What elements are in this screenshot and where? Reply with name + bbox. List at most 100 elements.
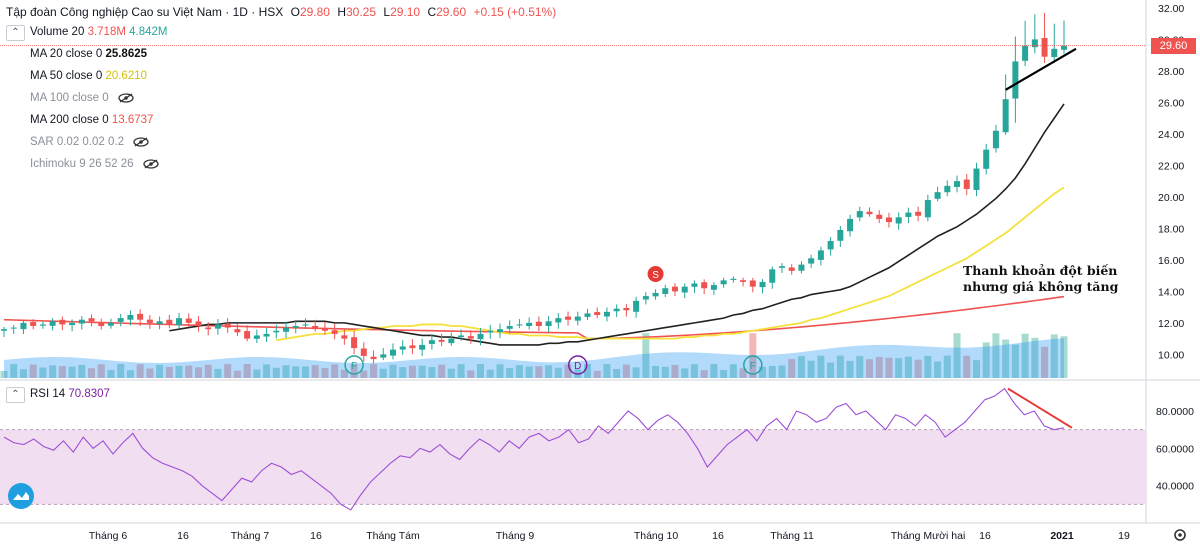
- volume-bar: [768, 366, 776, 378]
- candle-body: [652, 292, 659, 297]
- gear-ring: [1174, 529, 1186, 541]
- hidden-eye-icon[interactable]: [133, 137, 149, 147]
- split-marker-label: S: [652, 270, 659, 281]
- candle-body: [292, 326, 299, 328]
- candle-body: [506, 326, 513, 329]
- volume-bar: [214, 368, 222, 378]
- candle-body: [1031, 39, 1038, 48]
- candle-body: [127, 315, 134, 320]
- candle-body: [924, 200, 931, 218]
- indicator-label: MA 50 close 0: [30, 70, 103, 82]
- indicator-ichimoku[interactable]: Ichimoku 9 26 52 26: [30, 158, 159, 170]
- time-tick-label: Tháng Tám: [366, 530, 420, 542]
- candle-body: [973, 168, 980, 190]
- candle-body: [78, 319, 85, 324]
- candle-body: [146, 319, 153, 323]
- volume-bar: [613, 369, 621, 378]
- time-tick-label: Tháng 10: [634, 530, 679, 542]
- indicator-ma200[interactable]: MA 200 close 0 13.6737: [30, 114, 153, 126]
- indicator-sar[interactable]: SAR 0.02 0.02 0.2: [30, 136, 149, 148]
- volume-bar: [10, 364, 18, 378]
- volume-bar: [729, 364, 737, 378]
- volume-bar: [438, 364, 446, 378]
- volume-bar: [1060, 336, 1068, 378]
- candle-body: [545, 321, 552, 327]
- candle-body: [341, 335, 348, 339]
- candle-body: [623, 308, 630, 311]
- candle-body: [808, 258, 815, 264]
- price-tick-label: 32.00: [1158, 3, 1184, 15]
- annotation-text: Thanh khoản đột biến nhưng giá không tăn…: [963, 263, 1118, 295]
- volume-bar: [885, 357, 893, 378]
- price-tick-label: 28.00: [1158, 66, 1184, 78]
- high-value: 30.25: [346, 5, 377, 19]
- rsi-divergence-trendline: [1007, 387, 1073, 429]
- candle-body: [594, 312, 601, 315]
- volume-bar: [49, 365, 57, 378]
- hidden-eye-icon[interactable]: [143, 159, 159, 169]
- time-tick-label: 19: [1118, 530, 1130, 542]
- indicator-ma50[interactable]: MA 50 close 0 20.6210: [30, 70, 147, 82]
- volume-bar: [1031, 337, 1039, 378]
- candle-body: [905, 212, 912, 217]
- volume-bar: [564, 364, 572, 378]
- candle-body: [720, 280, 727, 285]
- candle-body: [672, 286, 679, 292]
- volume-bar: [457, 364, 465, 378]
- volume-bar: [156, 364, 164, 378]
- tradingview-logo-icon[interactable]: [8, 483, 34, 509]
- volume-bar: [243, 364, 251, 378]
- time-tick-label: 16: [310, 530, 322, 542]
- volume-bar: [399, 367, 407, 378]
- support-trendline: [1005, 47, 1077, 91]
- volume-bar: [418, 365, 426, 378]
- candle-body: [88, 318, 95, 322]
- symbol-title[interactable]: Tập đoàn Công nghiệp Cao su Việt Nam · 1…: [6, 5, 284, 19]
- open-label: O: [290, 5, 300, 19]
- collapse-legend-button[interactable]: ⌃: [6, 25, 25, 41]
- collapse-rsi-button[interactable]: ⌃: [6, 387, 25, 403]
- volume-bar: [535, 366, 543, 378]
- volume-bar: [1041, 346, 1049, 378]
- price-tick-label: 16.00: [1158, 255, 1184, 267]
- time-tick-label: Tháng Mười hai: [891, 530, 966, 542]
- volume-bar: [117, 364, 125, 378]
- candle-body: [778, 266, 785, 268]
- candle-body: [205, 327, 212, 330]
- event-marker-circle: [568, 355, 588, 375]
- volume-bar: [710, 364, 718, 378]
- indicator-ma20[interactable]: MA 20 close 0 25.8625: [30, 48, 147, 60]
- volume-bar: [778, 365, 786, 378]
- volume-bar: [185, 365, 193, 378]
- candle-body: [876, 214, 883, 219]
- rsi-tick-label: 80.0000: [1156, 406, 1194, 418]
- time-tick-label: 16: [979, 530, 991, 542]
- volume-bar: [389, 364, 397, 378]
- candle-body: [389, 349, 396, 356]
- time-tick-label: Tháng 9: [496, 530, 535, 542]
- indicator-rsi[interactable]: RSI 14 70.8307: [30, 388, 110, 400]
- candle-body: [370, 356, 377, 360]
- rsi-tick-label: 40.0000: [1156, 481, 1194, 493]
- volume-bar: [545, 365, 553, 378]
- rsi-label: RSI 14: [30, 388, 66, 400]
- indicator-ma100[interactable]: MA 100 close 0: [30, 92, 134, 104]
- rsi-line: [3, 387, 1065, 511]
- indicator-label: Ichimoku 9 26 52 26: [30, 158, 134, 170]
- candle-body: [312, 325, 319, 330]
- candle-body: [992, 130, 999, 149]
- price-tick-label: 20.00: [1158, 192, 1184, 204]
- split-marker-circle: [647, 266, 664, 282]
- hidden-eye-icon[interactable]: [118, 93, 134, 103]
- candle-body: [458, 335, 465, 338]
- volume-bar: [554, 367, 562, 378]
- volume-bar: [827, 362, 835, 378]
- candle-body: [1002, 99, 1009, 133]
- settings-gear-icon[interactable]: [1174, 529, 1186, 541]
- indicator-volume[interactable]: Volume 20 3.718M 4.842M: [30, 26, 167, 38]
- annotation-line: nhưng giá không tăng: [963, 279, 1119, 294]
- candle-body: [49, 321, 56, 326]
- candle-body: [253, 335, 260, 339]
- candle-body: [691, 283, 698, 287]
